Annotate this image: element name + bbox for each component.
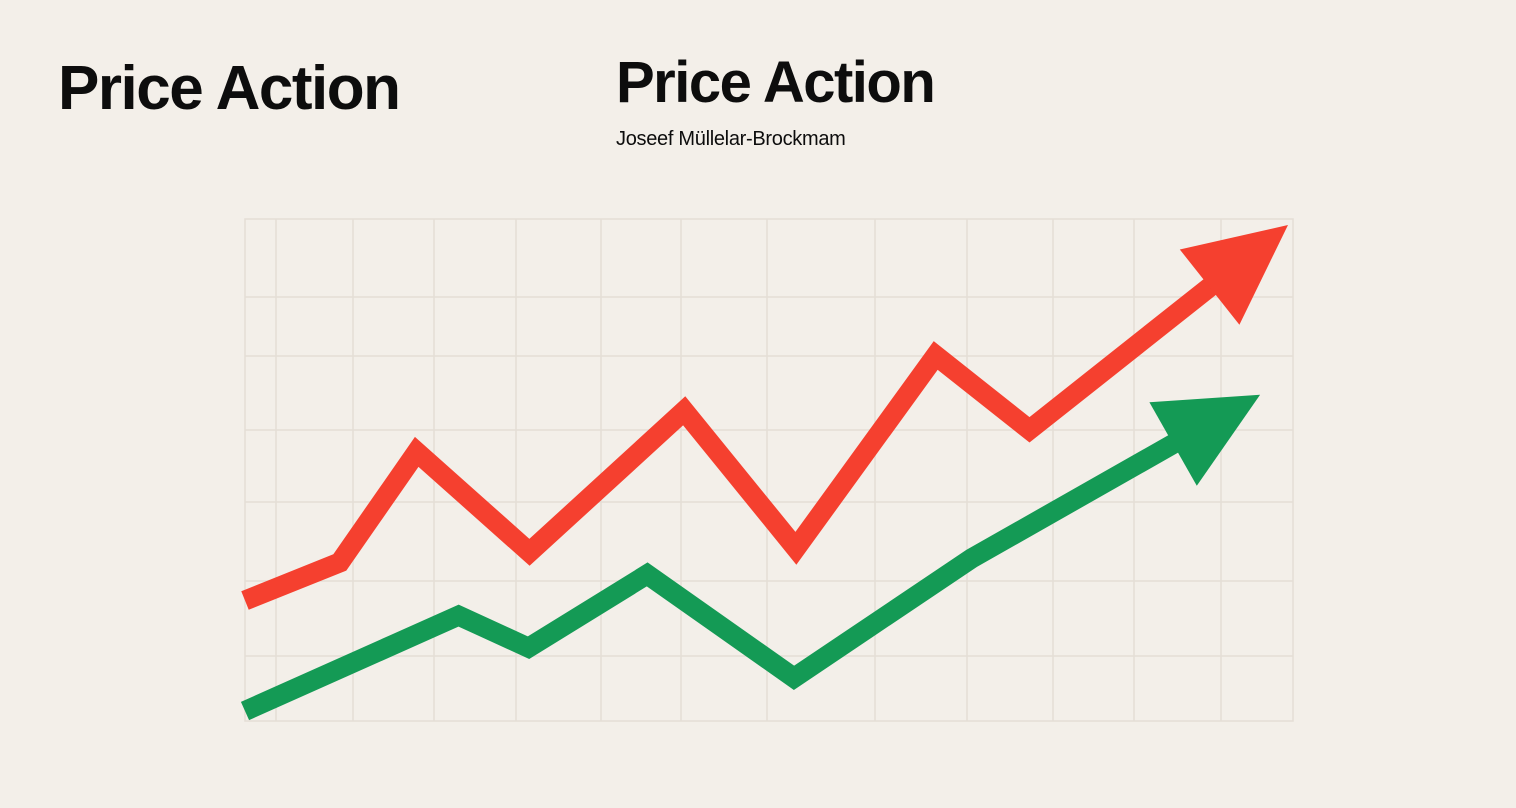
series-arrowhead-2: [1149, 394, 1261, 486]
chart-title: Price Action: [616, 50, 936, 115]
chart-series: [240, 225, 1288, 721]
series-arrowhead-1: [1179, 225, 1288, 325]
chart-subtitle: Joseef Müllelar-Brockmam: [616, 128, 846, 150]
series-line-1: [241, 274, 1223, 610]
series-line-2: [240, 431, 1185, 721]
plot-frame: [244, 218, 1294, 722]
chart-title-left: Price Action: [58, 54, 401, 123]
